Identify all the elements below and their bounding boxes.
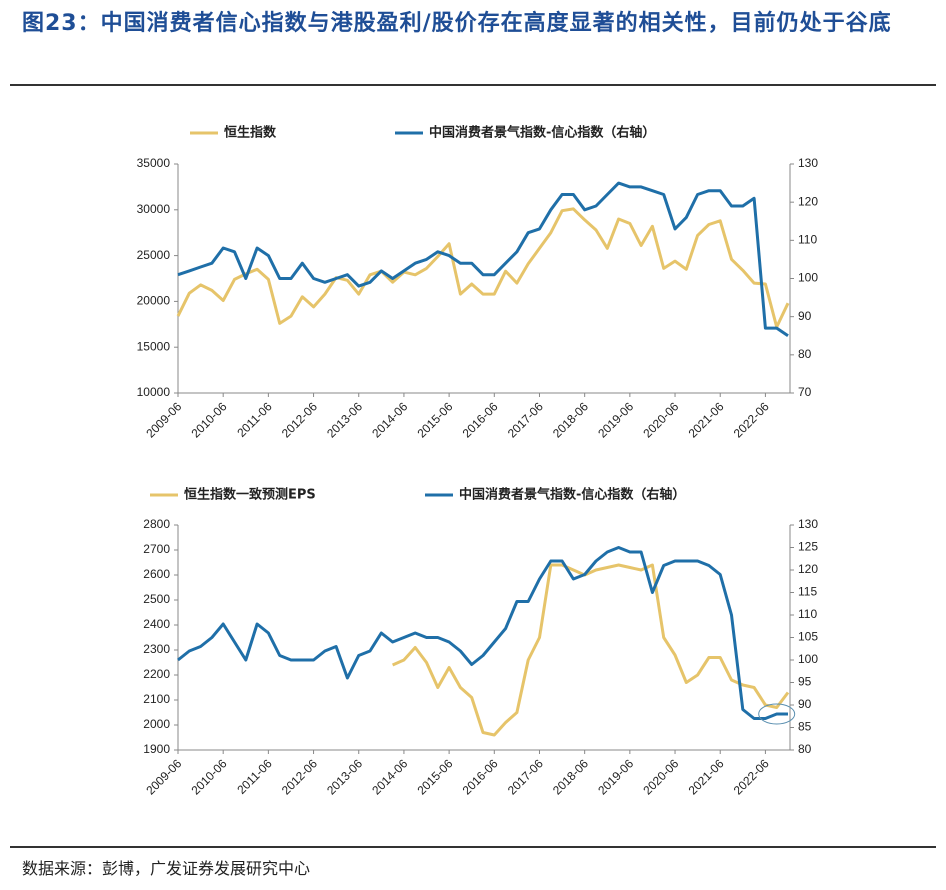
- x-tick-label: 2012-06: [279, 399, 320, 440]
- y-tick-label: 15000: [137, 339, 171, 353]
- y2-tick-label: 115: [798, 585, 817, 599]
- y-tick-label: 2400: [143, 617, 170, 631]
- charts: 10000 15000 20000 25000 30000 35000 70 80 90 100 1…: [137, 125, 819, 798]
- y2-tick-label: 80: [798, 742, 812, 756]
- y-tick-label: 30000: [137, 202, 171, 216]
- x-tick-label: 2016-06: [460, 399, 501, 440]
- x-tick-label: 2022-06: [731, 756, 772, 797]
- series-line: [177, 546, 788, 720]
- y-tick-label: 35000: [137, 156, 171, 170]
- x-tick-label: 2014-06: [369, 399, 410, 440]
- x-tick-label: 2015-06: [414, 756, 455, 797]
- y-tick-label: 10000: [137, 385, 171, 399]
- source: 数据来源：彭博，广发证券发展研究中心: [22, 859, 311, 878]
- x-tick-label: 2011-06: [234, 399, 275, 440]
- x-tick-label: 2010-06: [189, 399, 230, 440]
- y2-tick-label: 110: [798, 607, 817, 621]
- y2-tick-label: 85: [798, 720, 812, 734]
- y2-tick-label: 130: [798, 517, 818, 531]
- title: 图23：中国消费者信心指数与港股盈利/股价存在高度显著的相关性，目前仍处于谷底: [22, 11, 892, 36]
- y2-tick-label: 95: [798, 675, 812, 689]
- x-tick-label: 2020-06: [640, 399, 681, 440]
- series-line: [391, 563, 790, 737]
- x-tick-label: 2015-06: [414, 399, 455, 440]
- x-tick-label: 2009-06: [143, 399, 184, 440]
- y-tick-label: 2800: [143, 517, 170, 531]
- series-line: [177, 181, 789, 338]
- rule: [10, 846, 936, 848]
- y-tick-label: 2600: [143, 567, 170, 581]
- x-tick-label: 2019-06: [595, 756, 636, 797]
- y-tick-label: 20000: [137, 294, 171, 308]
- y2-tick-label: 110: [798, 233, 817, 247]
- legend-label: 恒生指数一致预测EPS: [184, 487, 316, 503]
- x-tick-label: 2014-06: [369, 756, 410, 797]
- y2-tick-label: 120: [798, 194, 818, 208]
- legend-label: 中国消费者景气指数-信心指数（右轴）: [459, 487, 685, 503]
- y2-tick-label: 100: [798, 652, 818, 666]
- y2-tick-label: 125: [798, 540, 818, 554]
- x-tick-label: 2013-06: [324, 756, 365, 797]
- y2-tick-label: 130: [798, 156, 818, 170]
- y-tick-label: 2500: [143, 592, 170, 606]
- y-tick-label: 1900: [143, 742, 170, 756]
- x-tick-label: 2022-06: [731, 399, 772, 440]
- x-tick-label: 2017-06: [505, 756, 546, 797]
- y-tick-label: 2700: [143, 542, 170, 556]
- y2-tick-label: 105: [798, 630, 818, 644]
- x-tick-label: 2018-06: [550, 399, 591, 440]
- legend-label: 恒生指数: [224, 125, 277, 141]
- y2-tick-label: 100: [798, 271, 818, 285]
- y-tick-label: 2300: [143, 642, 170, 656]
- y-tick-label: 25000: [137, 248, 171, 262]
- x-tick-label: 2016-06: [460, 756, 501, 797]
- highlight-circle: [758, 703, 796, 725]
- rule: [10, 84, 936, 86]
- x-tick-label: 2021-06: [686, 399, 727, 440]
- x-tick-label: 2010-06: [189, 756, 230, 797]
- y-tick-label: 2100: [143, 692, 170, 706]
- x-tick-label: 2018-06: [550, 756, 591, 797]
- x-tick-label: 2020-06: [640, 756, 681, 797]
- x-tick-label: 2012-06: [279, 756, 320, 797]
- y-tick-label: 2200: [143, 667, 170, 681]
- y2-tick-label: 70: [798, 385, 812, 399]
- series-line: [176, 207, 790, 329]
- y2-tick-label: 90: [798, 309, 812, 323]
- x-tick-label: 2011-06: [234, 756, 275, 797]
- legend-label: 中国消费者景气指数-信心指数（右轴）: [429, 125, 655, 141]
- y2-tick-label: 90: [798, 697, 812, 711]
- y2-tick-label: 120: [798, 562, 818, 576]
- y-tick-label: 2000: [143, 717, 170, 731]
- y2-tick-label: 80: [798, 347, 812, 361]
- x-tick-label: 2019-06: [595, 399, 636, 440]
- x-tick-label: 2017-06: [505, 399, 546, 440]
- x-tick-label: 2009-06: [143, 756, 184, 797]
- x-tick-label: 2013-06: [324, 399, 365, 440]
- x-tick-label: 2021-06: [686, 756, 727, 797]
